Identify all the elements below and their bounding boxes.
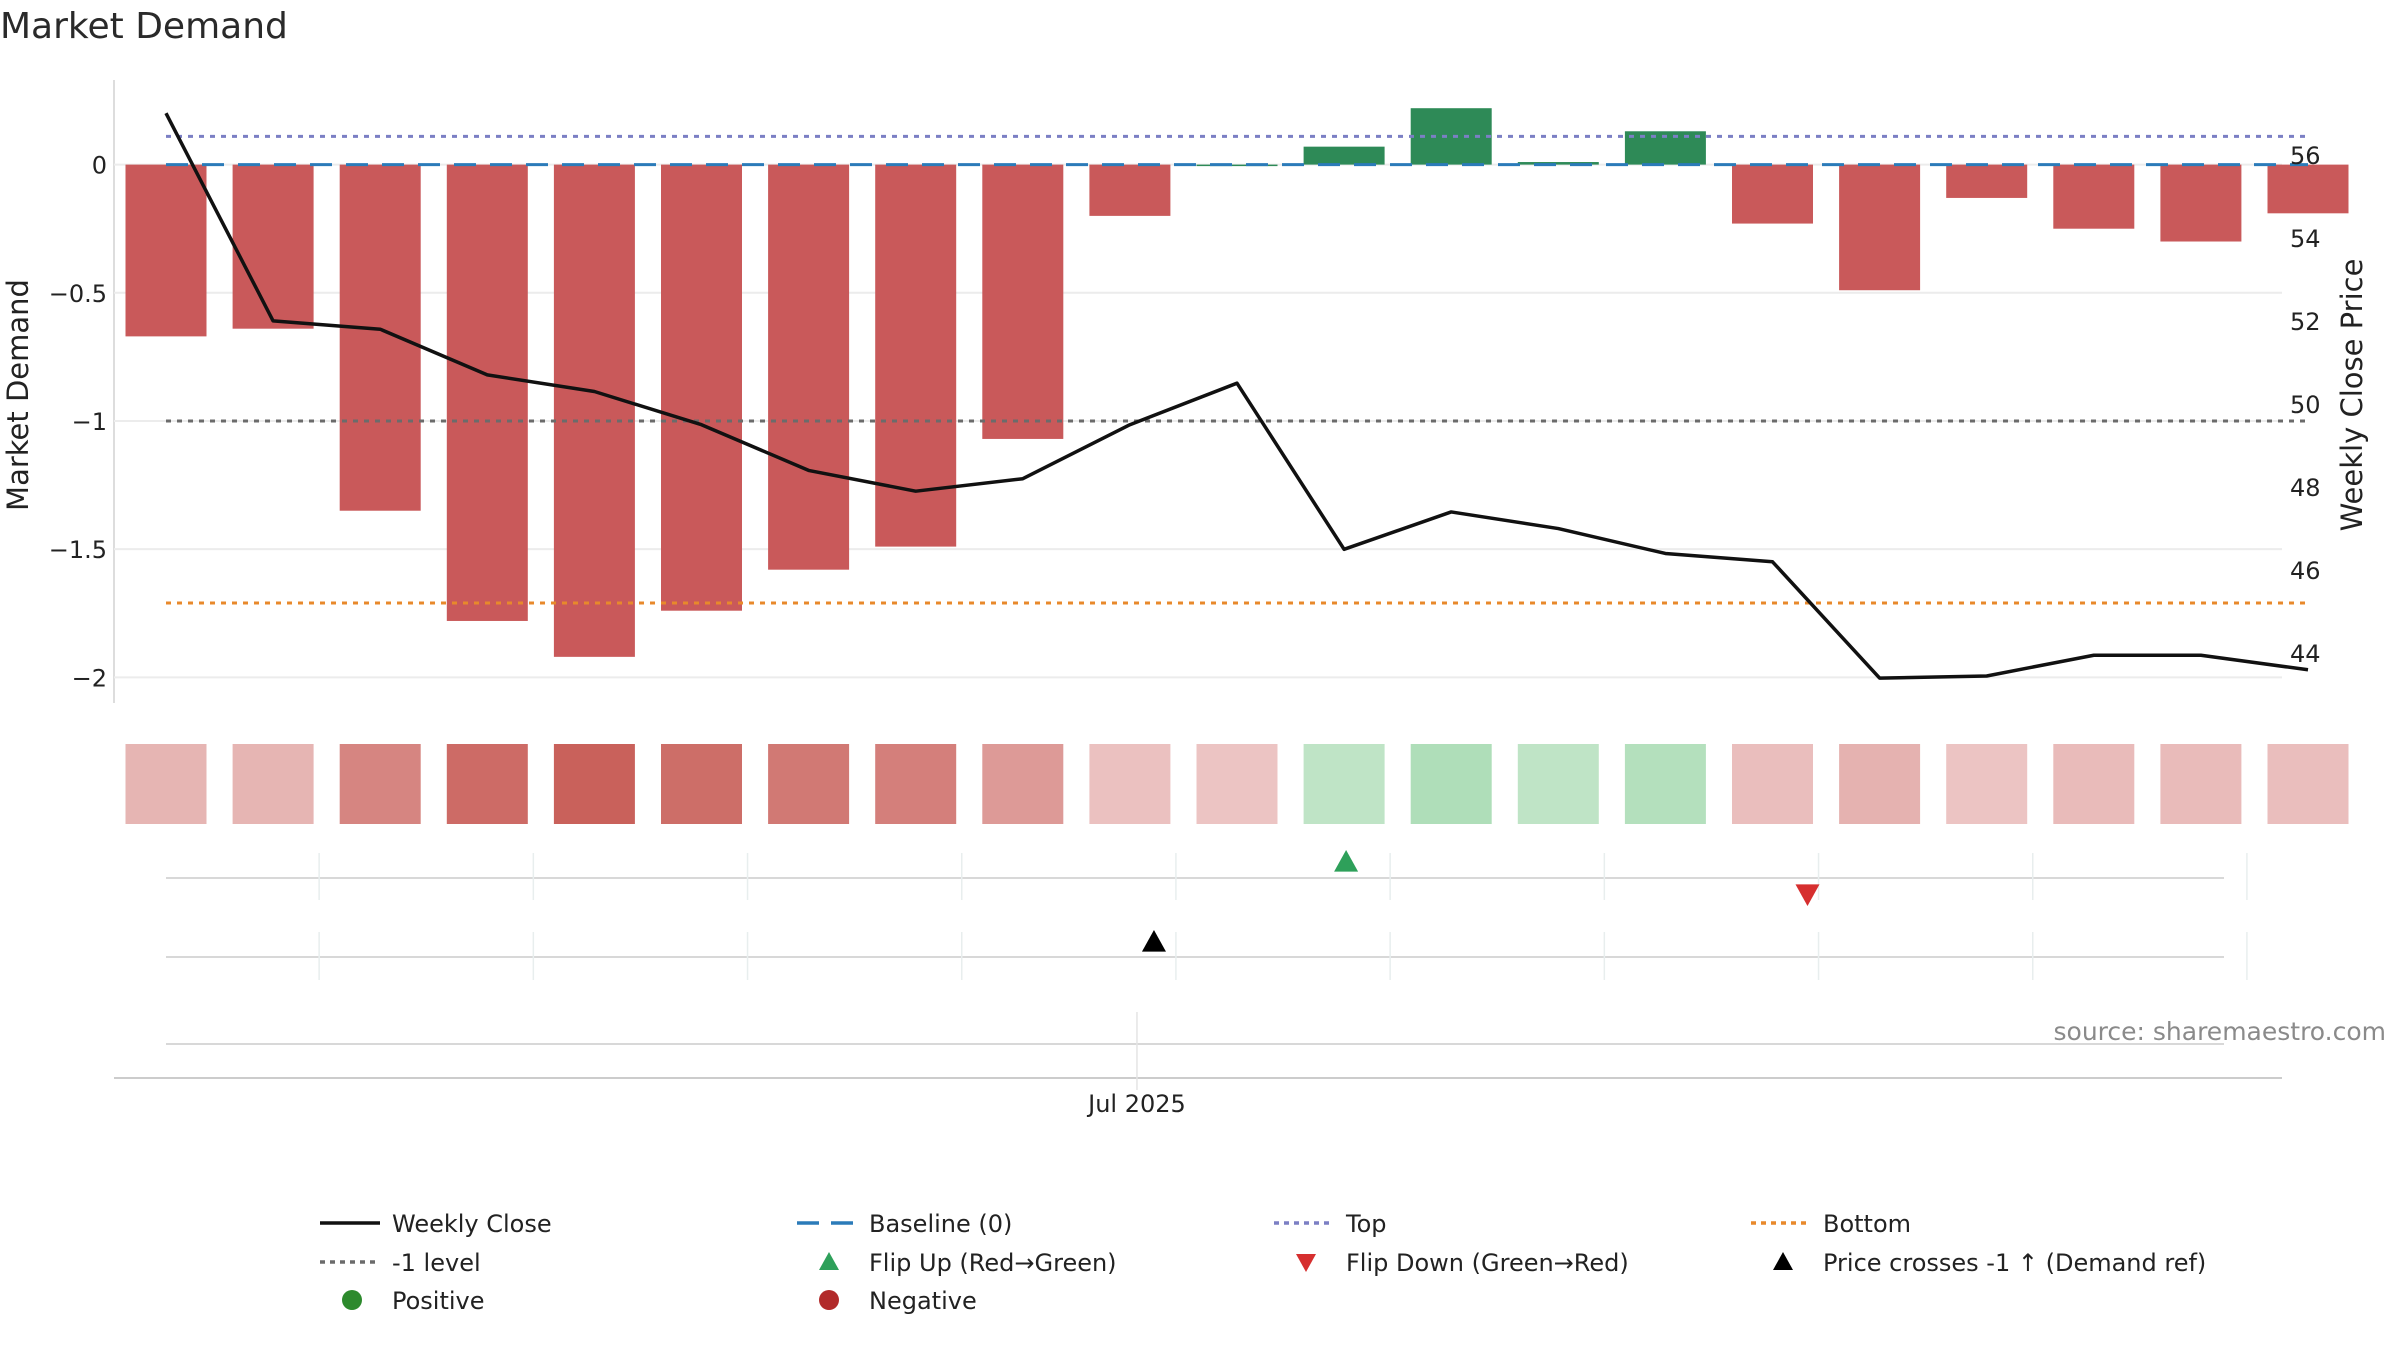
y-tick-label: 0 (92, 152, 107, 180)
heat-cell (2053, 744, 2135, 824)
weekly-close-line (164, 112, 2309, 680)
legend-label: Negative (869, 1287, 977, 1315)
price-cross-marker (1141, 930, 1166, 952)
demand-bar (875, 164, 957, 547)
flip-down-marker (1795, 884, 1820, 906)
heat-cell (1732, 744, 1813, 824)
heat-strip (125, 744, 2349, 824)
y2-tick-label: 44 (2290, 640, 2321, 668)
chart-title: Market Demand (0, 6, 288, 47)
legend-label: Top (1345, 1210, 1387, 1238)
demand-bar (1196, 164, 1278, 167)
heat-cell (553, 744, 635, 824)
y-tick-label: −1 (72, 408, 107, 436)
legend-item: Flip Down (Green→Red) (1296, 1249, 1629, 1277)
bar-layer (125, 108, 2349, 657)
demand-bar (1089, 164, 1171, 216)
flip-up-marker (1334, 850, 1359, 872)
y2-tick-label: 52 (2290, 308, 2321, 336)
legend-item: Bottom (1751, 1210, 1911, 1238)
demand-bar (1517, 162, 1599, 165)
legend-label: Weekly Close (392, 1210, 552, 1238)
legend-label: Price crosses -1 ↑ (Demand ref) (1823, 1249, 2206, 1277)
heat-cell (1303, 744, 1385, 824)
demand-bar (661, 164, 742, 611)
weekly-close-layer (164, 112, 2309, 680)
legend-label: Baseline (0) (869, 1210, 1012, 1238)
legend: Weekly Close Baseline (0) Top Bottom -1 leve… (320, 1210, 2206, 1315)
y2-tick-label: 56 (2290, 142, 2321, 170)
y-tick-label: −1.5 (49, 536, 107, 564)
legend-item: Positive (342, 1287, 485, 1315)
demand-bar (2160, 164, 2242, 242)
axis-ticks: 0 −0.5 −1 −1.5 −2 56 54 52 50 48 46 44 (49, 142, 2321, 693)
legend-label: -1 level (392, 1249, 481, 1277)
y-tick-label: −0.5 (49, 280, 107, 308)
event-rows (166, 850, 2248, 1090)
heat-cell (661, 744, 742, 824)
legend-item: Negative (819, 1287, 977, 1315)
legend-label: Flip Down (Green→Red) (1346, 1249, 1629, 1277)
y-axis-title: Market Demand (1, 279, 35, 511)
heat-cell (1946, 744, 2028, 824)
demand-bar (768, 164, 850, 570)
demand-bar (125, 164, 207, 337)
demand-bar (1732, 164, 1813, 224)
heat-cell (982, 744, 1064, 824)
legend-item: Weekly Close (320, 1210, 552, 1238)
heat-cell (339, 744, 421, 824)
legend-swatch (1773, 1252, 1793, 1270)
source-note: source: sharemaestro.com (2054, 1017, 2387, 1046)
demand-bar (1303, 146, 1385, 165)
heat-cell (232, 744, 314, 824)
heat-cell (1410, 744, 1492, 824)
y2-tick-label: 50 (2290, 391, 2321, 419)
legend-swatch (342, 1290, 362, 1310)
heat-cell (1624, 744, 1706, 824)
demand-bar (339, 164, 421, 511)
legend-item: Baseline (0) (797, 1210, 1012, 1238)
legend-item: Price crosses -1 ↑ (Demand ref) (1773, 1249, 2206, 1277)
heat-cell (1839, 744, 1921, 824)
y-tick-label: −2 (72, 664, 107, 692)
y2-axis-title: Weekly Close Price (2335, 259, 2369, 532)
heat-cell (2267, 744, 2349, 824)
heat-cell (446, 744, 528, 824)
heat-cell (1517, 744, 1599, 824)
heat-cell (1196, 744, 1278, 824)
legend-swatch (819, 1290, 839, 1310)
demand-bar (2053, 164, 2135, 229)
y2-tick-label: 54 (2290, 225, 2321, 253)
heat-cell (875, 744, 957, 824)
demand-bar (2267, 164, 2349, 214)
reference-lines (166, 134, 2308, 605)
grid-layer (113, 80, 2282, 1079)
legend-label: Bottom (1823, 1210, 1911, 1238)
heat-cell (1089, 744, 1171, 824)
y2-tick-label: 48 (2290, 474, 2321, 502)
x-tick-label: Jul 2025 (1086, 1090, 1186, 1118)
demand-bar (1946, 164, 2028, 198)
demand-bar (232, 164, 314, 329)
legend-swatch (1296, 1254, 1316, 1272)
legend-swatch (819, 1252, 839, 1270)
heat-cell (125, 744, 207, 824)
legend-item: Top (1274, 1210, 1387, 1238)
legend-item: -1 level (320, 1249, 481, 1277)
legend-label: Positive (392, 1287, 485, 1315)
demand-bar (446, 164, 528, 621)
y2-tick-label: 46 (2290, 557, 2321, 585)
legend-item: Flip Up (Red→Green) (819, 1249, 1117, 1277)
demand-bar (1839, 164, 1921, 291)
heat-cell (768, 744, 850, 824)
demand-bar (553, 164, 635, 657)
heat-cell (2160, 744, 2242, 824)
legend-label: Flip Up (Red→Green) (869, 1249, 1117, 1277)
demand-bar (982, 164, 1064, 439)
